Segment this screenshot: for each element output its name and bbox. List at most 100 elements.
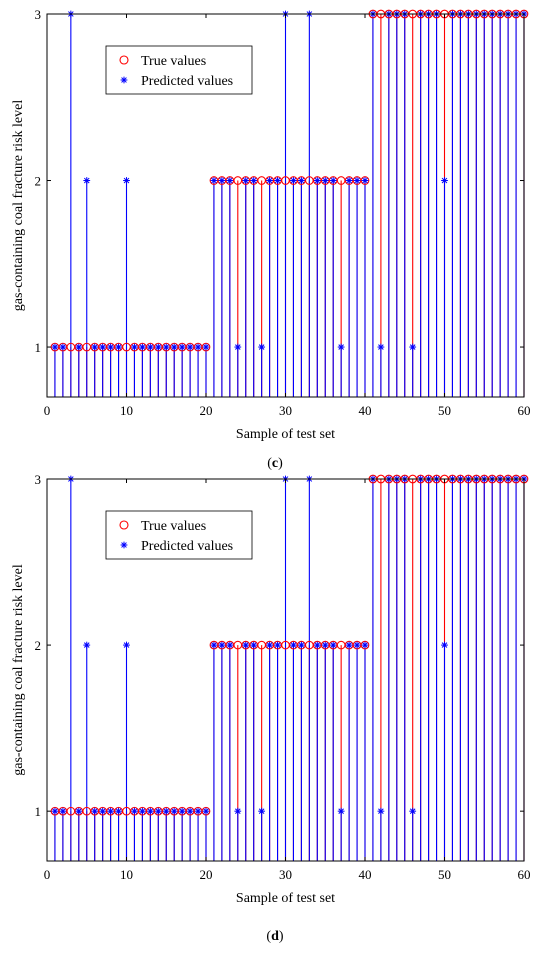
x-tick-label: 40 [359, 867, 372, 882]
marker-predicted [51, 807, 59, 815]
marker-predicted [345, 177, 353, 184]
marker-predicted [162, 343, 170, 351]
marker-predicted [146, 807, 154, 815]
x-tick-label: 20 [200, 403, 213, 418]
marker-predicted [337, 807, 345, 815]
marker-predicted [250, 641, 258, 649]
y-tick-label: 1 [35, 340, 42, 355]
x-tick-label: 20 [200, 867, 213, 882]
legend-marker-predicted [120, 541, 128, 549]
marker-predicted [139, 807, 146, 815]
x-axis-label: Sample of test set [236, 427, 335, 442]
marker-predicted [202, 343, 210, 351]
marker-predicted [170, 807, 178, 815]
legend-label-true: True values [141, 519, 206, 534]
legend-marker-predicted [120, 76, 128, 84]
x-tick-label: 60 [518, 867, 531, 882]
marker-predicted [290, 177, 297, 184]
legend-box [105, 45, 253, 95]
marker-predicted [266, 177, 273, 184]
x-tick-label: 50 [438, 403, 451, 418]
marker-predicted [131, 807, 138, 815]
marker-predicted [91, 807, 99, 815]
marker-predicted [123, 641, 130, 649]
marker-predicted [298, 641, 305, 649]
panel-caption: (c) [267, 456, 283, 471]
x-tick-label: 60 [518, 403, 531, 418]
marker-predicted [234, 343, 242, 351]
legend: True values Predicted values [105, 510, 253, 560]
x-tick-label: 30 [279, 867, 292, 882]
marker-predicted [409, 343, 417, 351]
y-axis-label: gas-containing coal fracture risk level [11, 564, 26, 776]
legend-marker-true [119, 55, 129, 65]
x-tick-label: 50 [438, 867, 451, 882]
marker-true [201, 342, 211, 352]
y-tick-label: 1 [35, 804, 42, 819]
marker-predicted [210, 177, 218, 184]
marker-predicted [290, 641, 297, 649]
panel-caption: (d) [266, 929, 283, 944]
marker-predicted [170, 343, 178, 351]
marker-predicted [329, 641, 337, 649]
x-tick-label: 40 [359, 403, 372, 418]
marker-predicted [266, 641, 273, 649]
marker-predicted [194, 343, 202, 351]
chart-panel-c: 0 10 20 30 40 50 60 1 2 3 Sample of test set gas-co… [11, 7, 531, 471]
marker-predicted [59, 343, 67, 351]
chart-panel-d: 0 10 20 30 40 50 60 1 2 3 Sample of test set gas-co… [11, 472, 531, 944]
marker-predicted [99, 807, 107, 815]
y-tick-label: 2 [35, 638, 42, 653]
marker-predicted [353, 177, 361, 184]
marker-predicted [51, 343, 59, 351]
marker-predicted [321, 177, 329, 184]
marker-predicted [361, 177, 369, 184]
marker-predicted [226, 641, 234, 649]
marker-predicted [75, 343, 83, 351]
marker-predicted [274, 177, 281, 184]
marker-predicted [242, 177, 250, 184]
marker-predicted [162, 807, 170, 815]
marker-predicted [178, 807, 186, 815]
marker-predicted [258, 343, 266, 351]
marker-predicted [202, 807, 210, 815]
x-tick-label: 0 [44, 403, 51, 418]
marker-predicted [337, 343, 345, 351]
marker-predicted [186, 343, 194, 351]
x-tick-label: 0 [44, 867, 51, 882]
y-tick-label: 3 [35, 7, 42, 22]
marker-predicted [345, 641, 353, 649]
marker-predicted [226, 177, 234, 184]
marker-predicted [107, 343, 114, 351]
marker-true [201, 806, 211, 816]
x-tick-label: 10 [120, 867, 133, 882]
marker-predicted [107, 807, 114, 815]
marker-predicted [210, 641, 218, 649]
x-tick-label: 30 [279, 403, 292, 418]
marker-predicted [329, 177, 337, 184]
marker-predicted [218, 177, 226, 184]
legend-label-true: True values [141, 54, 206, 69]
marker-predicted [321, 641, 329, 649]
y-tick-label: 2 [35, 174, 42, 189]
marker-predicted [131, 343, 138, 351]
marker-predicted [123, 177, 130, 184]
marker-predicted [218, 641, 226, 649]
marker-predicted [186, 807, 194, 815]
legend: True values Predicted values [105, 45, 253, 95]
marker-predicted [250, 177, 258, 184]
x-axis-label: Sample of test set [236, 891, 335, 906]
marker-predicted [75, 807, 83, 815]
x-tick-label: 10 [120, 403, 133, 418]
marker-predicted [441, 641, 448, 649]
marker-predicted [313, 177, 321, 184]
marker-predicted [139, 343, 146, 351]
marker-predicted [377, 343, 385, 351]
marker-predicted [298, 177, 305, 184]
marker-predicted [154, 343, 162, 351]
marker-predicted [242, 641, 250, 649]
marker-predicted [313, 641, 321, 649]
marker-predicted [83, 177, 91, 184]
marker-predicted [99, 343, 107, 351]
